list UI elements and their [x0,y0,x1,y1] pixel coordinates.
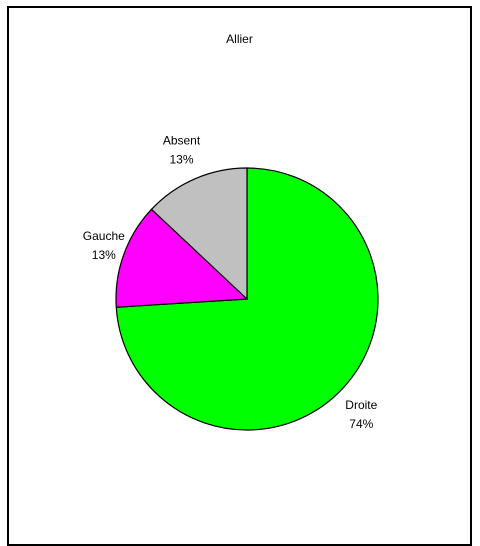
chart-frame: Allier Droite 74% Gauche 13% Absent 13% [7,6,472,546]
slice-label-droite: Droite [345,398,377,412]
pie-slice-absent [150,167,248,301]
pie-chart: Droite 74% Gauche 13% Absent 13% [83,134,379,431]
slice-percent-absent: 13% [169,153,193,167]
slice-percent-gauche: 13% [92,248,116,262]
pie-slice-gauche [115,208,249,308]
slice-label-absent: Absent [163,134,201,148]
slice-percent-droite: 74% [349,417,373,431]
chart-title: Allier [226,32,253,46]
slice-label-gauche: Gauche [83,229,125,243]
